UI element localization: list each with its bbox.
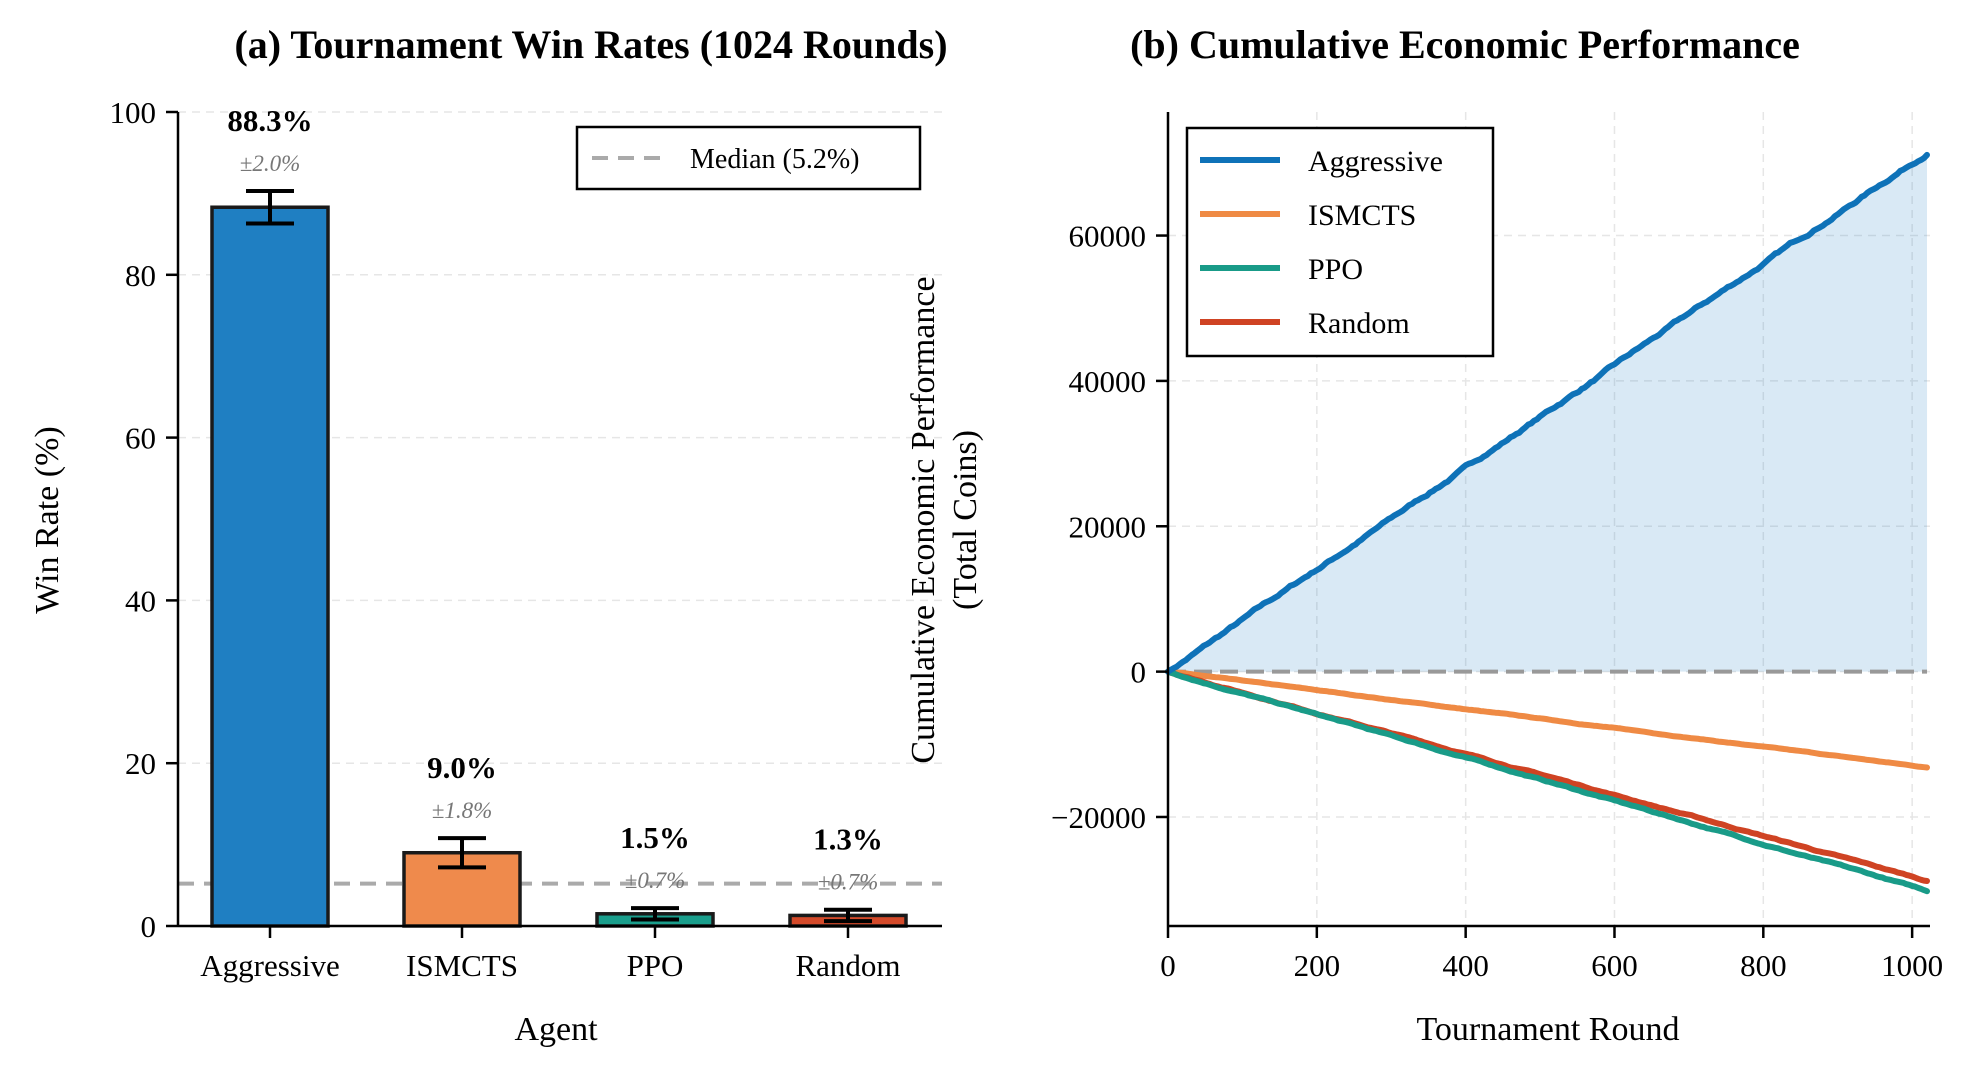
error-bars bbox=[246, 188, 872, 924]
line-series bbox=[1165, 151, 1930, 895]
legend-label-ismcts: ISMCTS bbox=[1308, 199, 1416, 232]
bar-y-ticks: 0 20 40 60 80 100 bbox=[110, 95, 178, 944]
error-label-ismcts: ±1.8% bbox=[432, 798, 493, 823]
line-y-axis-label-line1: Cumulative Economic Performance bbox=[905, 276, 942, 763]
line-chart-panel: (b) Cumulative Economic Performance −200… bbox=[905, 22, 1943, 1048]
legend-label-ppo: PPO bbox=[1308, 253, 1363, 286]
median-legend-label: Median (5.2%) bbox=[690, 144, 860, 175]
bar-y-tick-label: 40 bbox=[125, 583, 156, 618]
line-y-axis-label-line2: (Total Coins) bbox=[947, 430, 984, 610]
line-y-tick-label: 60000 bbox=[1069, 219, 1147, 254]
line-y-tick-label: −20000 bbox=[1051, 800, 1146, 835]
line-x-tick-label: 600 bbox=[1591, 948, 1638, 983]
bar-y-tick-label: 80 bbox=[125, 258, 156, 293]
median-legend: Median (5.2%) bbox=[575, 125, 922, 191]
bar-x-tick-label: PPO bbox=[627, 948, 684, 983]
bar-x-tick-label: ISMCTS bbox=[406, 948, 518, 983]
bar-chart-title: (a) Tournament Win Rates (1024 Rounds) bbox=[234, 22, 947, 67]
error-label-aggressive: ±2.0% bbox=[240, 151, 301, 176]
line-x-tick-label: 0 bbox=[1160, 948, 1176, 983]
bar-x-ticks: Aggressive ISMCTS PPO Random bbox=[200, 926, 901, 983]
median-legend-box bbox=[575, 125, 922, 191]
bar-x-axis-label: Agent bbox=[514, 1011, 598, 1048]
value-label-ppo: 1.5% bbox=[620, 820, 690, 855]
bar-y-tick-label: 0 bbox=[141, 909, 157, 944]
legend-label-random: Random bbox=[1308, 307, 1410, 340]
series-line-aggressive bbox=[1165, 151, 1930, 675]
bar-y-tick-label: 60 bbox=[125, 421, 156, 456]
line-x-ticks: 0 200 400 600 800 1000 bbox=[1160, 926, 1943, 983]
line-y-tick-label: 0 bbox=[1131, 655, 1147, 690]
line-x-tick-label: 400 bbox=[1442, 948, 1489, 983]
line-y-tick-label: 40000 bbox=[1069, 364, 1147, 399]
line-x-tick-label: 800 bbox=[1740, 948, 1787, 983]
line-x-axis-label: Tournament Round bbox=[1417, 1011, 1680, 1048]
bar-chart-panel: (a) Tournament Win Rates (1024 Rounds) 8… bbox=[29, 22, 948, 1048]
line-legend-box bbox=[1185, 126, 1495, 358]
legend-label-aggressive: Aggressive bbox=[1308, 145, 1443, 178]
bar-y-axis-label: Win Rate (%) bbox=[29, 426, 66, 613]
error-label-ppo: ±0.7% bbox=[625, 868, 686, 893]
bar-x-tick-label: Aggressive bbox=[200, 948, 339, 983]
bar-y-tick-label: 100 bbox=[110, 95, 157, 130]
value-label-aggressive: 88.3% bbox=[227, 103, 312, 138]
line-y-axis-label: Cumulative Economic Performance (Total C… bbox=[905, 276, 984, 763]
value-label-random: 1.3% bbox=[813, 822, 883, 857]
error-label-random: ±0.7% bbox=[818, 870, 879, 895]
bar-x-tick-label: Random bbox=[795, 948, 900, 983]
series-line-ppo bbox=[1165, 668, 1930, 895]
line-x-tick-label: 200 bbox=[1294, 948, 1341, 983]
bar-y-tick-label: 20 bbox=[125, 746, 156, 781]
line-y-tick-label: 20000 bbox=[1069, 509, 1147, 544]
line-chart-legend: Aggressive ISMCTS PPO Random bbox=[1185, 126, 1495, 358]
bar-value-labels: 88.3% ±2.0% 9.0% ±1.8% 1.5% ±0.7% 1.3% ±0.7% bbox=[227, 103, 883, 895]
line-x-tick-label: 1000 bbox=[1881, 948, 1943, 983]
series-line-ismcts bbox=[1165, 668, 1930, 771]
bar-aggressive bbox=[210, 205, 330, 928]
bar-series bbox=[210, 205, 908, 928]
line-chart-title: (b) Cumulative Economic Performance bbox=[1130, 22, 1800, 67]
line-y-ticks: −20000 0 20000 40000 60000 bbox=[1051, 219, 1168, 835]
value-label-ismcts: 9.0% bbox=[427, 750, 497, 785]
